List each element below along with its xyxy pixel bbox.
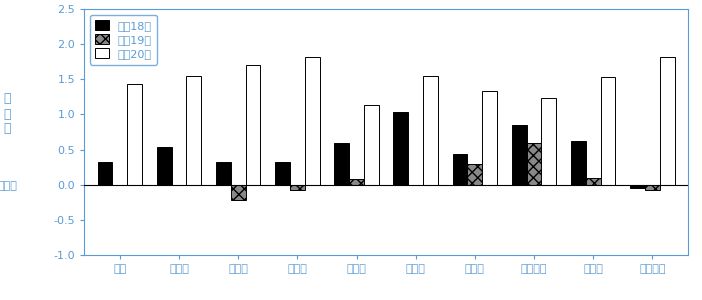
Bar — [512, 125, 526, 185]
Bar — [127, 83, 142, 185]
Text: 前
年
比: 前 年 比 — [4, 92, 11, 136]
Bar — [645, 185, 660, 190]
Bar — [571, 141, 586, 185]
Bar — [453, 154, 468, 185]
Bar — [157, 147, 171, 185]
Bar — [364, 105, 378, 185]
Bar — [660, 57, 675, 185]
Bar — [423, 76, 438, 185]
Bar — [526, 142, 541, 185]
Bar — [305, 57, 319, 185]
Text: （％）: （％） — [0, 181, 17, 191]
Bar — [630, 185, 645, 188]
Bar — [246, 65, 260, 185]
Bar — [334, 142, 349, 185]
Bar — [216, 162, 231, 185]
Bar — [601, 77, 616, 185]
Bar — [231, 185, 246, 200]
Bar — [468, 164, 482, 185]
Bar — [541, 98, 556, 185]
Bar — [290, 185, 305, 190]
Bar — [98, 162, 112, 185]
Bar — [186, 76, 201, 185]
Bar — [349, 179, 364, 185]
Bar — [394, 112, 409, 185]
Bar — [586, 178, 601, 185]
Bar — [482, 91, 497, 185]
Legend: 平成18年, 平成19年, 平成20年: 平成18年, 平成19年, 平成20年 — [90, 15, 157, 65]
Bar — [275, 162, 290, 185]
